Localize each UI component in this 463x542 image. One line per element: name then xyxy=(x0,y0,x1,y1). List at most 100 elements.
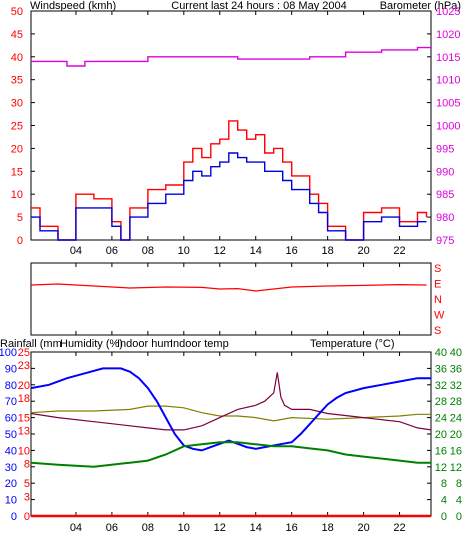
x-tick-label: 06 xyxy=(106,522,118,534)
indoor-temp-title: Indoor temp xyxy=(170,338,229,350)
temperature-tick-label: 4 xyxy=(456,495,462,507)
humidity-tick-label: 40 xyxy=(5,445,17,457)
humidity-tick-label: 10 xyxy=(5,495,17,507)
rainfall-axis-title: Rainfall (mm xyxy=(0,338,62,350)
temperature-tick-label: 8 xyxy=(441,478,447,490)
temperature-tick-label: 12 xyxy=(435,462,447,474)
rainfall-tick-label: 25 xyxy=(18,347,30,359)
chart-marks: 0404060608081010121214141616181820202222… xyxy=(0,6,462,534)
humidity-tick-label: 70 xyxy=(5,396,17,408)
humidity-series xyxy=(30,367,431,452)
temperature-tick-label: 16 xyxy=(450,445,462,457)
barometer-tick-label: 1005 xyxy=(436,98,460,110)
barometer-tick-label: 975 xyxy=(436,235,454,247)
wind-tick-label: 5 xyxy=(17,212,23,224)
rainfall-tick-label: 10 xyxy=(18,445,30,457)
temperature-tick-label: 24 xyxy=(435,413,447,425)
temperature-tick-label: 32 xyxy=(450,380,462,392)
humidity-tick-label: 0 xyxy=(11,511,17,523)
indoor-temp-series xyxy=(30,372,432,431)
x-tick-label: 04 xyxy=(70,522,82,534)
x-tick-label: 18 xyxy=(322,245,334,257)
rainfall-tick-label: 3 xyxy=(24,491,30,503)
x-tick-label: 06 xyxy=(106,245,118,257)
x-tick-label: 14 xyxy=(250,522,262,534)
barometer-tick-label: 985 xyxy=(436,189,454,201)
temperature-tick-label: 36 xyxy=(450,363,462,375)
temperature-tick-label: 16 xyxy=(435,445,447,457)
humidity-tick-label: 100 xyxy=(0,347,17,359)
barometer-tick-label: 990 xyxy=(436,166,454,178)
temperature-series xyxy=(30,441,431,468)
humidity-tick-label: 60 xyxy=(5,413,17,425)
x-tick-label: 22 xyxy=(393,245,405,257)
x-tick-label: 16 xyxy=(286,522,298,534)
wind-tick-label: 50 xyxy=(11,6,23,18)
wind-tick-label: 25 xyxy=(11,121,23,133)
indoor-hum-title: Indoor hum xyxy=(117,338,173,350)
wind-panel-frame xyxy=(30,10,432,241)
direction-tick-label: N xyxy=(434,294,442,306)
rainfall-tick-label: 0 xyxy=(24,511,30,523)
x-tick-label: 08 xyxy=(142,522,154,534)
x-tick-label: 18 xyxy=(322,522,334,534)
x-tick-label: 12 xyxy=(214,245,226,257)
barometer-tick-label: 1025 xyxy=(436,6,460,18)
rainfall-tick-label: 13 xyxy=(18,426,30,438)
rainfall-tick-label: 5 xyxy=(24,478,30,490)
humidity-tick-label: 30 xyxy=(5,462,17,474)
temperature-tick-label: 0 xyxy=(441,511,447,523)
average-wind-series xyxy=(31,152,427,241)
humidity-tick-label: 20 xyxy=(5,478,17,490)
wind-tick-label: 30 xyxy=(11,98,23,110)
direction-tick-label: E xyxy=(434,279,441,291)
temperature-tick-label: 20 xyxy=(450,429,462,441)
x-tick-label: 04 xyxy=(70,245,82,257)
wind-tick-label: 10 xyxy=(11,189,23,201)
temperature-tick-label: 40 xyxy=(450,347,462,359)
humidity-tick-label: 80 xyxy=(5,380,17,392)
rainfall-tick-label: 15 xyxy=(18,413,30,425)
x-tick-label: 22 xyxy=(393,522,405,534)
temperature-tick-label: 32 xyxy=(435,380,447,392)
barometer-tick-label: 995 xyxy=(436,143,454,155)
temperature-tick-label: 0 xyxy=(456,511,462,523)
rainfall-tick-label: 23 xyxy=(18,360,30,372)
x-tick-label: 16 xyxy=(286,245,298,257)
temperature-tick-label: 28 xyxy=(435,396,447,408)
temperature-tick-label: 40 xyxy=(435,347,447,359)
barometer-tick-label: 980 xyxy=(436,212,454,224)
rainfall-tick-label: 20 xyxy=(18,380,30,392)
temperature-tick-label: 8 xyxy=(456,478,462,490)
wind-tick-label: 40 xyxy=(11,52,23,64)
barometer-axis-title: Barometer (hPa) xyxy=(380,0,461,12)
x-tick-label: 12 xyxy=(214,522,226,534)
temperature-tick-label: 28 xyxy=(450,396,462,408)
wind-tick-label: 45 xyxy=(11,29,23,41)
humidity-tick-label: 90 xyxy=(5,363,17,375)
x-tick-label: 20 xyxy=(357,245,369,257)
barometer-tick-label: 1000 xyxy=(436,121,460,133)
direction-tick-label: S xyxy=(434,325,441,337)
direction-panel-frame xyxy=(30,262,432,336)
rainfall-tick-label: 8 xyxy=(24,459,30,471)
chart-title: Current last 24 hours : 08 May 2004 xyxy=(171,0,346,12)
temperature-tick-label: 4 xyxy=(441,495,447,507)
wind-tick-label: 15 xyxy=(11,166,23,178)
barometer-tick-label: 1020 xyxy=(436,29,460,41)
x-tick-label: 20 xyxy=(357,522,369,534)
temperature-axis-title: Temperature (°C) xyxy=(310,338,394,350)
direction-tick-label: W xyxy=(434,310,445,322)
wind-direction-series xyxy=(30,283,427,292)
humidity-axis-title: Humidity (%) xyxy=(60,338,123,350)
temperature-tick-label: 12 xyxy=(450,462,462,474)
x-tick-label: 10 xyxy=(178,245,190,257)
wind-tick-label: 0 xyxy=(17,235,23,247)
wind-tick-label: 35 xyxy=(11,75,23,87)
direction-tick-label: S xyxy=(434,263,441,275)
x-tick-label: 14 xyxy=(250,245,262,257)
rainfall-tick-label: 18 xyxy=(18,393,30,405)
barometer-tick-label: 1015 xyxy=(436,52,460,64)
